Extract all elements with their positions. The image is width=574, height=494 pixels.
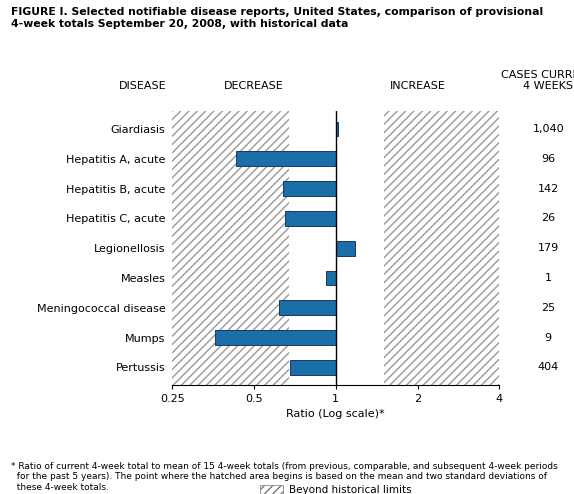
- Bar: [336, 122, 338, 136]
- Legend: Beyond historical limits: Beyond historical limits: [261, 485, 411, 494]
- X-axis label: Ratio (Log scale)*: Ratio (Log scale)*: [286, 409, 385, 418]
- Text: 179: 179: [537, 243, 559, 253]
- Bar: [326, 271, 336, 286]
- Text: FIGURE I. Selected notifiable disease reports, United States, comparison of prov: FIGURE I. Selected notifiable disease re…: [11, 7, 544, 29]
- Bar: [336, 241, 355, 256]
- Bar: [290, 360, 336, 375]
- Text: * Ratio of current 4-week total to mean of 15 4-week totals (from previous, comp: * Ratio of current 4-week total to mean …: [11, 462, 559, 492]
- Text: 142: 142: [537, 184, 559, 194]
- Text: DISEASE: DISEASE: [119, 82, 166, 91]
- Bar: [283, 181, 336, 196]
- Bar: [280, 300, 336, 315]
- Text: INCREASE: INCREASE: [390, 82, 445, 91]
- Bar: [172, 111, 289, 385]
- Text: 9: 9: [545, 332, 552, 343]
- Text: 1: 1: [545, 273, 552, 283]
- Text: 1,040: 1,040: [532, 124, 564, 134]
- Bar: [285, 211, 336, 226]
- Text: 96: 96: [541, 154, 555, 164]
- Text: DECREASE: DECREASE: [224, 82, 284, 91]
- Bar: [383, 111, 499, 385]
- Text: 404: 404: [537, 363, 559, 372]
- Text: CASES CURRENT
4 WEEKS: CASES CURRENT 4 WEEKS: [501, 70, 574, 91]
- Text: 25: 25: [541, 303, 555, 313]
- Text: 26: 26: [541, 213, 555, 223]
- Bar: [215, 330, 336, 345]
- Bar: [236, 151, 336, 166]
